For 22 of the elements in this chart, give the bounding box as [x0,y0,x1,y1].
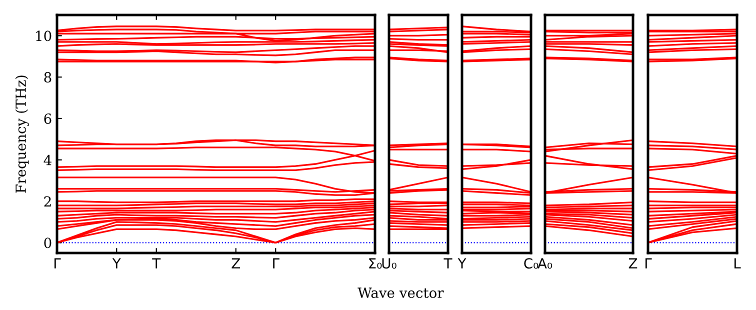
x-tick-label: Y [458,258,466,268]
x-tick-label: Z [628,258,638,268]
x-tick-label: T [444,258,452,268]
x-tick-label: T [152,258,161,268]
y-tick-label: 10 [36,30,52,42]
y-tick-label: 6 [44,113,52,124]
y-tick-label: 0 [44,238,52,248]
x-tick-label: Y [112,258,121,268]
x-tick-label: A₀ [538,258,552,269]
x-axis-title: Wave vector [358,288,444,298]
x-tick-label: Γ [645,258,652,268]
x-tick-label: Z [232,258,240,268]
y-tick-label: 8 [44,72,52,83]
x-tick-label: Γ [54,258,61,268]
y-tick-label: 4 [44,154,52,166]
x-tick-label: C₀ [524,258,538,269]
x-tick-label: Γ [273,258,280,268]
x-tick-label: L [734,258,741,268]
y-tick-label: 2 [44,196,51,207]
y-axis-title: Frequency (THz) [15,76,29,193]
x-tick-label: Σ₀ [369,258,382,269]
x-tick-label: U₀ [382,258,396,269]
